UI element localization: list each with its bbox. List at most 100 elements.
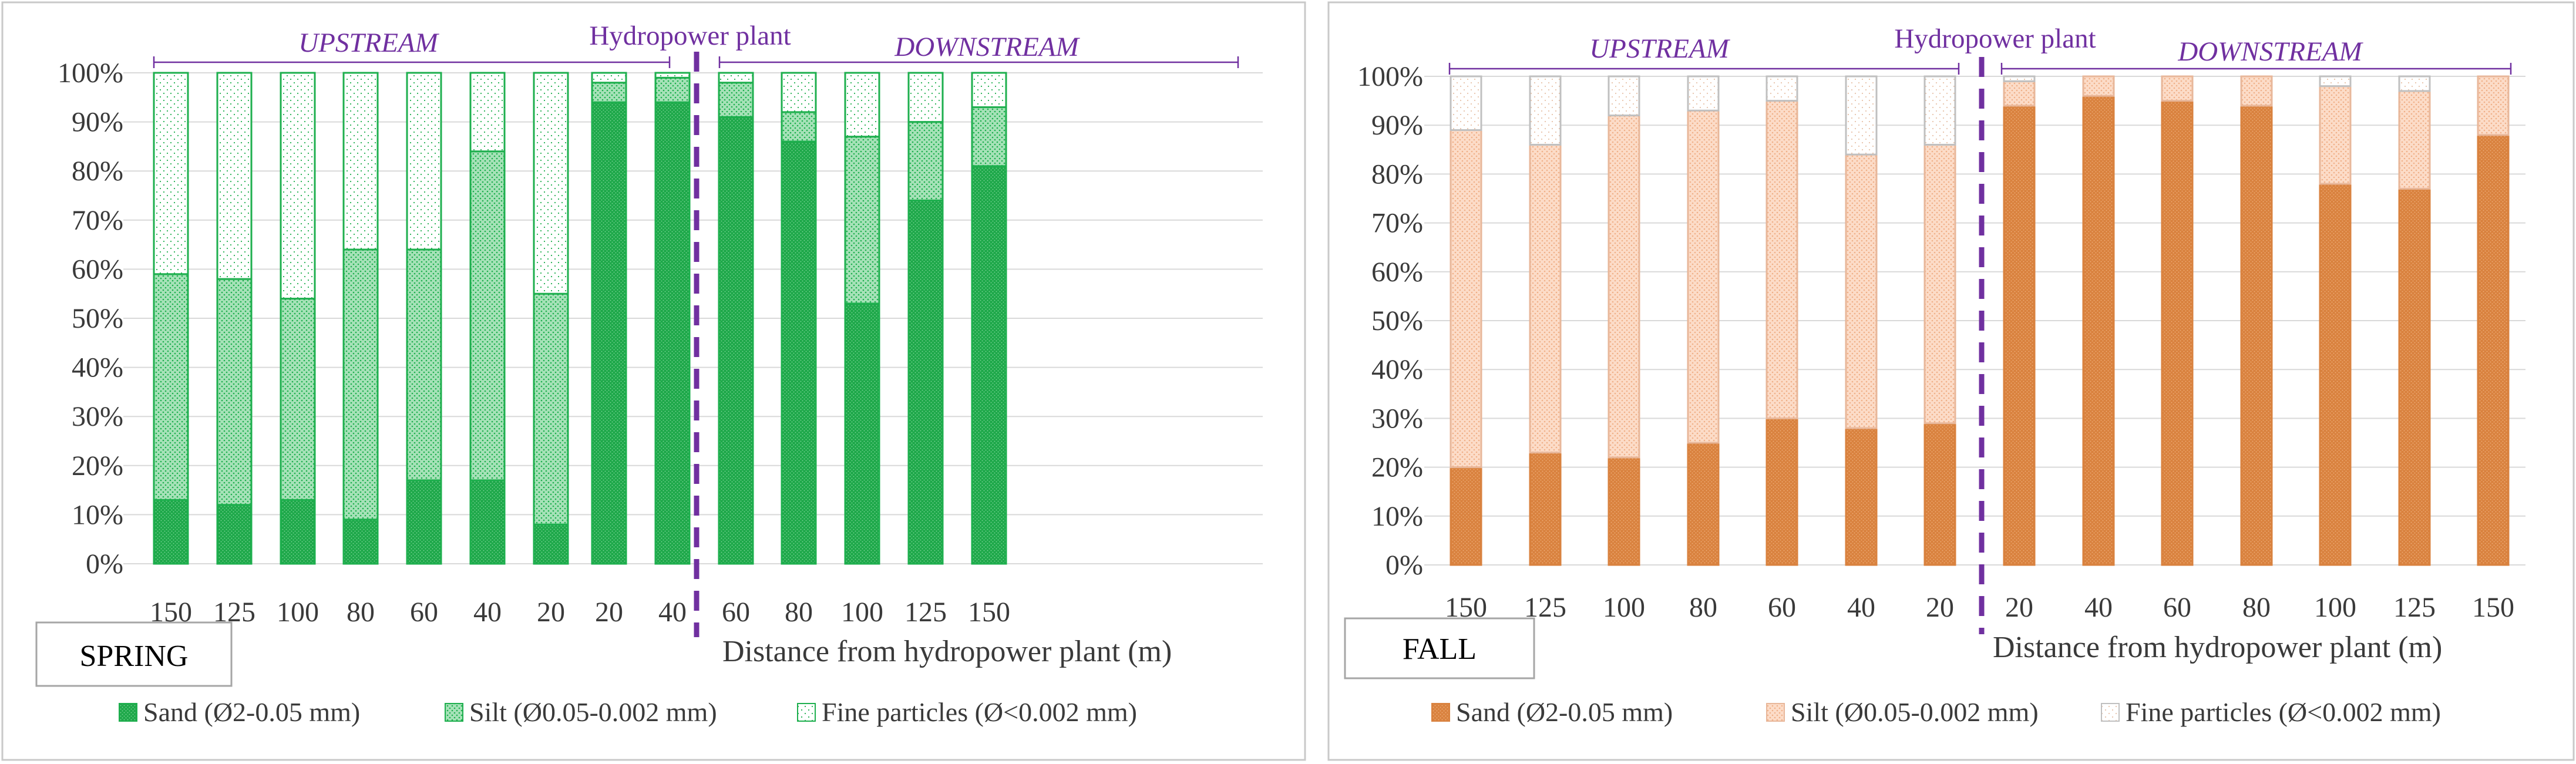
fall-y-axis: 0% 10% 20% 30% 40% 50% 60% 70% 80% 90% 100% <box>1357 61 1423 581</box>
spring-bar-upstream-80-silt <box>342 248 379 521</box>
fall-bar-downstream-60-silt <box>2161 75 2194 102</box>
spring-legend-silt-label: Silt (Ø0.05-0.002 mm) <box>469 697 717 727</box>
spring-x-tick-upstream-20: 20 <box>537 597 565 628</box>
spring-bar-upstream-20-sand <box>533 523 569 565</box>
spring-bar-downstream-20-sand <box>591 101 627 565</box>
fall-x-tick-upstream-80: 80 <box>1689 592 1717 623</box>
spring-bar-downstream-40-sand <box>654 101 691 565</box>
spring-y-tick-80: 80% <box>72 156 123 187</box>
spring-bar-downstream-40-fine <box>654 72 691 79</box>
spring-x-axis-title: Distance from hydropower plant (m) <box>722 635 1172 668</box>
spring-y-tick-10: 10% <box>72 499 123 530</box>
fall-legend-silt-label: Silt (Ø0.05-0.002 mm) <box>1791 697 2039 727</box>
spring-legend-sand-label: Sand (Ø2-0.05 mm) <box>143 697 360 727</box>
spring-bar-downstream-150-fine <box>971 72 1007 109</box>
fall-bar-upstream-20-fine <box>1923 75 1956 146</box>
fall-x-tick-downstream-20: 20 <box>2005 592 2033 623</box>
spring-y-tick-40: 40% <box>72 352 123 383</box>
fall-plant-label: Hydropower plant <box>1894 23 2096 54</box>
fall-bar-downstream-40-sand <box>2082 95 2115 566</box>
fall-bar-upstream-20-sand <box>1923 422 1956 566</box>
spring-bar-upstream-150-sand <box>153 499 189 565</box>
spring-bar-upstream-40-sand <box>469 479 506 565</box>
spring-y-tick-60: 60% <box>72 254 123 285</box>
spring-bar-upstream-125-sand <box>216 504 253 565</box>
spring-x-tick-downstream-60: 60 <box>722 597 750 628</box>
spring-legend-fine-swatch <box>797 703 816 722</box>
fall-y-tick-80: 80% <box>1371 159 1423 190</box>
fall-x-tick-downstream-60: 60 <box>2163 592 2191 623</box>
fall-bar-upstream-80-silt <box>1687 109 1720 444</box>
spring-bar-upstream-60-fine <box>406 72 442 251</box>
spring-bar-upstream-60-silt <box>406 248 442 482</box>
spring-bar-upstream-40-silt <box>469 150 506 482</box>
spring-bar-upstream-150-fine <box>153 72 189 275</box>
spring-bar-downstream-40-silt <box>654 76 691 103</box>
spring-x-tick-downstream-40: 40 <box>658 597 687 628</box>
fall-bar-upstream-100-sand <box>1608 456 1640 566</box>
spring-bar-downstream-125-fine <box>907 72 944 123</box>
spring-bar-downstream-100-sand <box>844 302 880 565</box>
fall-bar-downstream-100-sand <box>2319 183 2352 566</box>
fall-y-tick-30: 30% <box>1371 403 1423 434</box>
fall-bar-upstream-80-fine <box>1687 75 1720 112</box>
fall-legend-silt-swatch <box>1766 703 1785 722</box>
spring-bar-downstream-60-silt <box>718 82 754 118</box>
fall-bar-downstream-150-silt <box>2477 75 2510 136</box>
spring-x-tick-downstream-150: 150 <box>968 597 1010 628</box>
fall-y-tick-70: 70% <box>1371 208 1423 239</box>
spring-bar-upstream-100-fine <box>280 72 316 300</box>
spring-bar-downstream-150-sand <box>971 165 1007 565</box>
spring-bar-upstream-100-silt <box>280 298 316 501</box>
spring-bar-downstream-100-silt <box>844 136 880 305</box>
fall-x-tick-downstream-150: 150 <box>2472 592 2514 623</box>
spring-bar-downstream-100-fine <box>844 72 880 138</box>
spring-bar-downstream-150-silt <box>971 106 1007 167</box>
fall-bar-downstream-125-silt <box>2398 90 2431 190</box>
spring-season-label: SPRING <box>80 640 189 673</box>
fall-bar-downstream-100-silt <box>2319 85 2352 185</box>
fall-x-tick-upstream-20: 20 <box>1926 592 1954 623</box>
fall-bar-downstream-20-sand <box>2003 105 2036 566</box>
spring-panel: 0% 10% 20% 30% 40% 50% 60% 70% 80% 90% 100% 150 125… <box>1 1 1306 761</box>
fall-y-tick-10: 10% <box>1371 501 1423 532</box>
fall-y-tick-0: 0% <box>1385 550 1423 581</box>
fall-x-tick-upstream-100: 100 <box>1603 592 1645 623</box>
spring-legend-sand-swatch <box>119 703 137 722</box>
fall-y-tick-60: 60% <box>1371 257 1423 288</box>
spring-bar-upstream-125-fine <box>216 72 253 280</box>
fall-bar-upstream-125-sand <box>1529 452 1562 566</box>
spring-x-tick-downstream-125: 125 <box>904 597 947 628</box>
fall-x-axis-title: Distance from hydropower plant (m) <box>1993 631 2442 664</box>
spring-bar-upstream-20-silt <box>533 292 569 526</box>
spring-bar-downstream-60-fine <box>718 72 754 84</box>
fall-x-tick-upstream-40: 40 <box>1847 592 1875 623</box>
fall-bar-upstream-20-silt <box>1923 143 1956 425</box>
fall-x-tick-downstream-40: 40 <box>2084 592 2113 623</box>
fall-upstream-label: UPSTREAM <box>1589 33 1730 64</box>
fall-x-axis: 150 125 100 80 60 40 20 20 40 60 80 100 125 150 <box>1445 592 2514 623</box>
fall-y-tick-50: 50% <box>1371 305 1423 336</box>
fall-bar-upstream-40-fine <box>1845 75 1878 156</box>
fall-bar-upstream-80-sand <box>1687 442 1720 566</box>
spring-y-axis: 0% 10% 20% 30% 40% 50% 60% 70% 80% 90% 100% <box>58 58 123 580</box>
spring-bar-upstream-20-fine <box>533 72 569 295</box>
spring-x-tick-upstream-80: 80 <box>347 597 375 628</box>
fall-bar-upstream-40-sand <box>1845 427 1878 566</box>
spring-x-tick-upstream-100: 100 <box>277 597 319 628</box>
spring-y-tick-100: 100% <box>58 58 123 89</box>
fall-y-tick-40: 40% <box>1371 354 1423 385</box>
fall-y-tick-90: 90% <box>1371 110 1423 141</box>
fall-bar-downstream-125-fine <box>2398 75 2431 92</box>
fall-bar-upstream-150-sand <box>1450 466 1482 566</box>
fall-legend: Sand (Ø2-0.05 mm) Silt (Ø0.05-0.002 mm) … <box>1431 697 2441 727</box>
spring-downstream-label: DOWNSTREAM <box>894 32 1080 62</box>
fall-bar-downstream-80-sand <box>2240 105 2273 566</box>
spring-bar-downstream-80-fine <box>781 72 817 113</box>
fall-bar-downstream-100-fine <box>2319 75 2352 87</box>
spring-x-tick-downstream-80: 80 <box>785 597 813 628</box>
spring-x-tick-upstream-40: 40 <box>473 597 502 628</box>
fall-bar-downstream-20-fine <box>2003 75 2036 82</box>
spring-y-tick-90: 90% <box>72 107 123 138</box>
